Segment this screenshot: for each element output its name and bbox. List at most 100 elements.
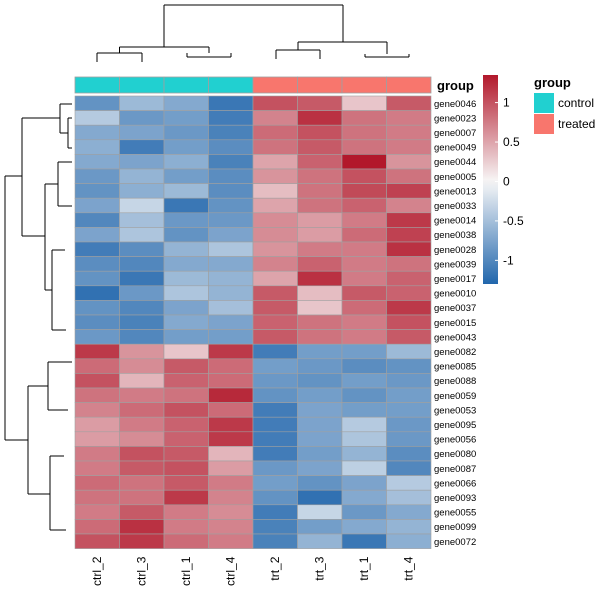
heatmap-cell (297, 270, 343, 287)
annotation-cell (163, 76, 209, 94)
column-label: trt_3 (313, 556, 327, 580)
heatmap-cell (252, 314, 298, 330)
heatmap-cell (341, 387, 387, 403)
heatmap-cell (119, 416, 165, 433)
heatmap-cell (74, 387, 120, 403)
row-label: gene0023 (434, 113, 476, 124)
heatmap-cell (163, 475, 209, 491)
heatmap-cell (208, 285, 254, 301)
heatmap-cell (208, 519, 254, 535)
heatmap-cell (386, 402, 432, 418)
heatmap-cell (208, 95, 254, 111)
heatmap-cell (119, 475, 165, 491)
heatmap-cell (386, 139, 432, 155)
heatmap-cell (297, 460, 343, 476)
row-dendrogram (4, 103, 72, 531)
heatmap-cell (208, 314, 254, 330)
heatmap-cell (386, 212, 432, 228)
heatmap-cell (163, 241, 209, 257)
annotation-cell (386, 76, 432, 94)
heatmap-cell (74, 504, 120, 520)
heatmap-cell (74, 358, 120, 374)
heatmap-cell (341, 139, 387, 155)
heatmap-cell (297, 416, 343, 433)
heatmap-cell (341, 241, 387, 257)
heatmap-cell (386, 373, 432, 389)
column-label: ctrl_2 (90, 556, 104, 586)
heatmap-cell (341, 504, 387, 520)
column-label: ctrl_1 (179, 556, 193, 586)
column-label: trt_4 (402, 556, 416, 580)
heatmap-cell (341, 343, 387, 360)
heatmap-cell (119, 329, 165, 345)
row-label: gene0038 (434, 230, 476, 241)
heatmap-cell (252, 431, 298, 447)
heatmap-cell (119, 241, 165, 257)
heatmap-cell (119, 227, 165, 243)
heatmap-cell (119, 110, 165, 126)
heatmap-cell (163, 212, 209, 228)
heatmap-cell (74, 402, 120, 418)
heatmap-cell (341, 489, 387, 506)
heatmap-cell (208, 197, 254, 214)
heatmap-cell (297, 168, 343, 184)
heatmap-cell (341, 212, 387, 228)
heatmap-cell (74, 373, 120, 389)
heatmap-cell (74, 241, 120, 257)
color-scale-tick-label: -0.5 (503, 214, 524, 228)
column-label: ctrl_3 (135, 556, 149, 586)
heatmap-cell (386, 95, 432, 111)
annotation-title: group (437, 78, 474, 93)
heatmap-cell (252, 402, 298, 418)
heatmap-cell (74, 270, 120, 287)
heatmap-cell (252, 124, 298, 141)
heatmap-cell (297, 402, 343, 418)
heatmap-cell (163, 227, 209, 243)
heatmap-cell (386, 329, 432, 345)
heatmap-cell (341, 124, 387, 141)
heatmap-cell (297, 300, 343, 316)
heatmap-cell (252, 446, 298, 462)
heatmap-cell (297, 227, 343, 243)
heatmap-cell (119, 387, 165, 403)
row-label: gene0087 (434, 464, 476, 475)
row-label: gene0015 (434, 318, 476, 329)
column-dendrogram (96, 4, 410, 62)
heatmap-cell (208, 212, 254, 228)
heatmap-cell (252, 154, 298, 170)
heatmap-cell (119, 95, 165, 111)
row-label: gene0080 (434, 449, 476, 460)
heatmap-cell (74, 124, 120, 141)
heatmap-cell (252, 533, 298, 549)
heatmap-cell (208, 343, 254, 360)
row-label: gene0088 (434, 376, 476, 387)
heatmap-cell (341, 416, 387, 433)
heatmap-cell (386, 489, 432, 506)
heatmap-cell (163, 343, 209, 360)
heatmap-cell (341, 373, 387, 389)
heatmap-cell (341, 358, 387, 374)
heatmap-cell (119, 446, 165, 462)
heatmap-cell (252, 358, 298, 374)
heatmap-cell (163, 285, 209, 301)
heatmap-cell (163, 373, 209, 389)
heatmap-cell (74, 431, 120, 447)
heatmap-cell (208, 489, 254, 506)
group-legend-label: treated (558, 117, 595, 131)
heatmap-cell (119, 270, 165, 287)
heatmap-cell (341, 460, 387, 476)
heatmap-cell (341, 402, 387, 418)
heatmap-cell (163, 504, 209, 520)
heatmap-cell (74, 183, 120, 199)
heatmap-cell (74, 533, 120, 549)
heatmap-cell (297, 124, 343, 141)
heatmap-cell (386, 154, 432, 170)
heatmap-cell (119, 212, 165, 228)
heatmap-cell (252, 504, 298, 520)
row-label: gene0095 (434, 420, 476, 431)
annotation-cell (341, 76, 387, 94)
heatmap-cell (208, 446, 254, 462)
heatmap-cell (119, 300, 165, 316)
heatmap-cell (386, 533, 432, 549)
row-label: gene0037 (434, 303, 476, 314)
